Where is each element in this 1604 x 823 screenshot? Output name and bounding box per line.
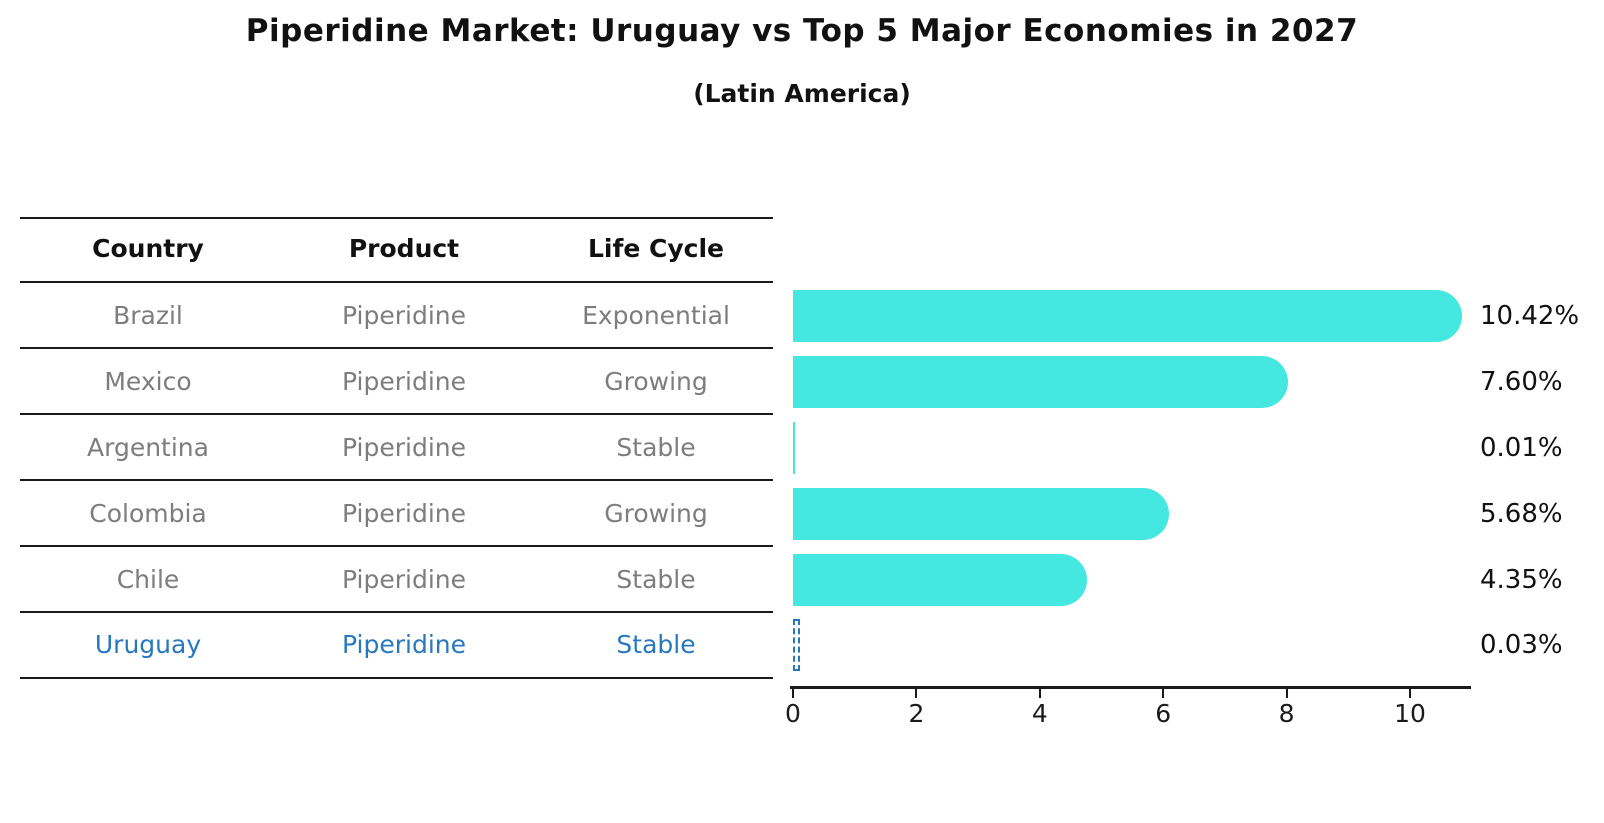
x-axis-tick-label: 6 [1155,699,1172,728]
table-rule [20,677,773,679]
x-axis-line [790,686,1471,689]
cell-country: Uruguay [94,630,202,659]
value-label: 10.42% [1480,301,1580,331]
cell-country: Argentina [87,433,209,462]
bar-uruguay-dashed [793,619,800,671]
cell-product: Piperidine [342,499,466,528]
cell-product: Piperidine [342,367,466,396]
bar-mexico [793,356,1288,408]
cell-life-cycle: Exponential [582,301,730,330]
bar-chile [793,554,1088,606]
column-header-product: Product [348,234,460,263]
table-rule [20,347,773,349]
column-header-life-cycle: Life Cycle [587,234,725,263]
x-axis-tick [1409,689,1411,698]
chart-title: Piperidine Market: Uruguay vs Top 5 Majo… [245,13,1359,49]
x-axis-tick [1038,689,1041,698]
x-axis-tick [1162,689,1165,698]
table-rule [20,413,773,415]
value-label: 0.01% [1480,433,1563,463]
cell-life-cycle: Stable [616,565,696,594]
x-axis-tick-label: 0 [785,699,801,728]
cell-product: Piperidine [342,301,466,330]
value-label: 0.03% [1480,630,1563,660]
bar-argentina [793,422,795,474]
bar-colombia [793,488,1170,540]
value-label: 7.60% [1480,367,1563,397]
table-rule [20,479,773,481]
x-axis-tick-label: 4 [1031,699,1048,728]
cell-country: Brazil [113,301,183,330]
table-rule [20,611,773,613]
table-rule [20,281,773,283]
x-axis-tick-label: 8 [1278,699,1295,728]
table-rule [20,545,773,547]
cell-country: Chile [116,565,180,594]
cell-product: Piperidine [342,565,466,594]
cell-product: Piperidine [342,630,466,659]
cell-life-cycle: Growing [604,499,708,528]
cell-life-cycle: Stable [616,630,696,659]
x-axis-tick [1285,689,1288,698]
bar-brazil [793,290,1462,342]
x-axis-tick-label: 10 [1394,699,1426,728]
x-axis-tick [915,689,918,698]
value-label: 4.35% [1480,565,1563,595]
cell-country: Mexico [104,367,192,396]
x-axis-tick [792,689,794,698]
cell-country: Colombia [89,499,207,528]
x-axis-tick-label: 2 [908,699,925,728]
chart-subtitle: (Latin America) [693,79,911,108]
value-label: 5.68% [1480,499,1563,529]
cell-life-cycle: Growing [604,367,708,396]
table-rule [20,217,773,219]
cell-life-cycle: Stable [616,433,696,462]
cell-product: Piperidine [342,433,466,462]
column-header-country: Country [92,234,204,263]
